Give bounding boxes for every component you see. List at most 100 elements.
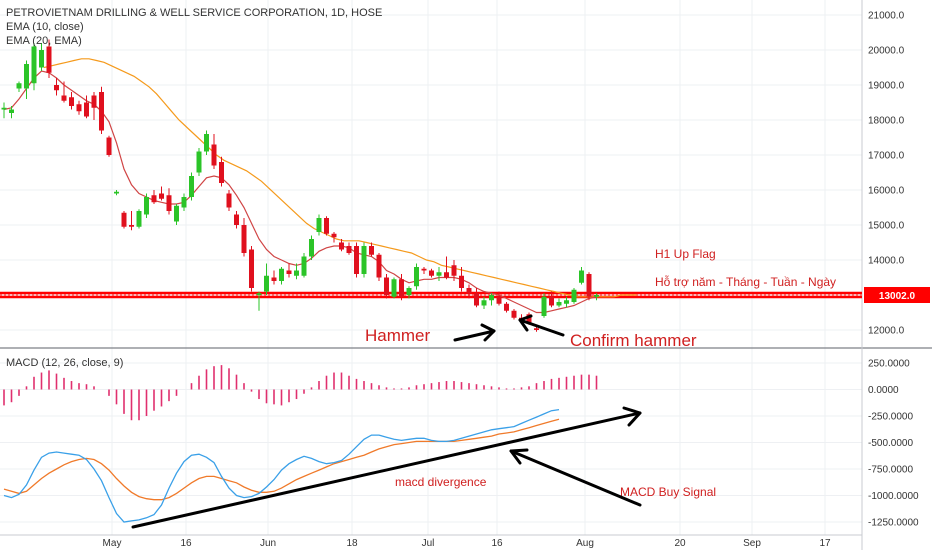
- price-tick-label: 18000.0: [868, 116, 905, 127]
- candle: [286, 263, 292, 278]
- candle: [331, 232, 337, 243]
- candle: [196, 148, 202, 176]
- candle: [346, 242, 352, 255]
- candle: [369, 242, 374, 257]
- candle: [564, 296, 569, 308]
- macd-gridlines: [0, 362, 862, 523]
- price-tick-label: 14000.0: [868, 256, 905, 267]
- macd-axis-labels: 250.0000 0.0000 -250.0000 -500.0000 -750.000…: [868, 359, 919, 529]
- candle: [384, 274, 389, 299]
- candle: [421, 267, 427, 274]
- macd-line: [3, 408, 560, 523]
- candle: [429, 268, 434, 278]
- candle: [474, 288, 479, 308]
- candle: [39, 43, 44, 71]
- candle: [1, 102, 7, 119]
- annotation-macd-divergence: macd divergence: [395, 475, 487, 489]
- candle: [579, 267, 584, 285]
- annotation-confirm-hammer: Confirm hammer: [570, 331, 697, 350]
- candle: [309, 235, 314, 260]
- macd-tick-label: -1250.0000: [868, 518, 919, 529]
- candle: [459, 267, 464, 292]
- candle: [106, 135, 112, 157]
- price-tick-label: 17000.0: [868, 151, 905, 162]
- annotation-h1-up-flag: H1 Up Flag: [655, 247, 716, 261]
- divergence-arrow: [131, 406, 642, 529]
- candle: [144, 193, 149, 218]
- candle: [534, 326, 539, 332]
- candle: [339, 239, 344, 252]
- candle: [54, 78, 59, 96]
- candle: [436, 267, 442, 281]
- candle: [451, 260, 457, 281]
- candle: [31, 43, 37, 91]
- candle: [399, 274, 404, 301]
- candle: [504, 302, 509, 313]
- time-tick-label: Sep: [743, 538, 761, 549]
- candle: [414, 263, 419, 290]
- candle: [211, 134, 217, 169]
- candle: [324, 216, 329, 236]
- time-tick-label: May: [103, 538, 122, 549]
- buy-signal-arrow: [509, 448, 642, 507]
- time-tick-label: 17: [819, 538, 831, 549]
- candle: [586, 272, 592, 301]
- time-tick-label: 20: [674, 538, 686, 549]
- candle: [151, 190, 157, 204]
- time-tick-label: 16: [180, 538, 192, 549]
- candle: [249, 246, 254, 292]
- candle: [354, 242, 359, 278]
- candle: [91, 92, 97, 120]
- ema20-line: [43, 58, 637, 298]
- candle: [219, 156, 224, 187]
- annotation-hammer: Hammer: [365, 326, 431, 345]
- candle: [541, 293, 547, 318]
- price-tick-label: 19000.0: [868, 81, 905, 92]
- price-tick-label: 16000.0: [868, 186, 905, 197]
- time-tick-label: 18: [346, 538, 358, 549]
- annotation-support-label: Hỗ trợ năm - Tháng - Tuần - Ngày: [655, 274, 836, 289]
- candle: [271, 270, 277, 285]
- candle: [406, 286, 412, 299]
- candle: [166, 188, 172, 215]
- candle: [114, 190, 119, 196]
- legend-ema10: EMA (10, close): [6, 21, 84, 33]
- price-gridlines: [0, 14, 862, 331]
- candle: [24, 60, 29, 99]
- candle: [316, 214, 322, 236]
- time-tick-label: 16: [491, 538, 503, 549]
- annotation-macd-buy-signal: MACD Buy Signal: [620, 485, 716, 499]
- price-tick-label: 21000.0: [868, 11, 905, 22]
- candle: [16, 81, 22, 92]
- support-line: [0, 291, 862, 299]
- candle: [204, 130, 209, 155]
- candle: [496, 291, 502, 306]
- candle: [391, 277, 397, 299]
- candle: [189, 172, 194, 201]
- candles-group: [1, 39, 599, 332]
- candle: [46, 39, 52, 78]
- candle: [76, 100, 82, 115]
- candle: [376, 253, 382, 281]
- candle: [279, 267, 284, 285]
- candle: [466, 284, 472, 299]
- legend-ema20: EMA (20, EMA): [6, 35, 82, 47]
- candle: [9, 106, 14, 119]
- macd-tick-label: -250.0000: [868, 412, 913, 423]
- candle: [61, 81, 67, 103]
- time-axis-labels: May 16 Jun 18 Jul 16 Aug 20 Sep 17: [103, 538, 831, 549]
- candle: [174, 204, 179, 225]
- time-tick-label: Aug: [576, 538, 594, 549]
- candle: [226, 190, 232, 211]
- candle: [256, 291, 262, 311]
- candle: [181, 193, 187, 211]
- price-tick-label: 20000.0: [868, 46, 905, 57]
- candle: [444, 256, 449, 280]
- candle: [234, 211, 239, 229]
- candle: [301, 253, 307, 278]
- candle: [129, 211, 134, 231]
- macd-tick-label: -750.0000: [868, 465, 913, 476]
- candle: [264, 263, 269, 295]
- price-tick-label: 15000.0: [868, 221, 905, 232]
